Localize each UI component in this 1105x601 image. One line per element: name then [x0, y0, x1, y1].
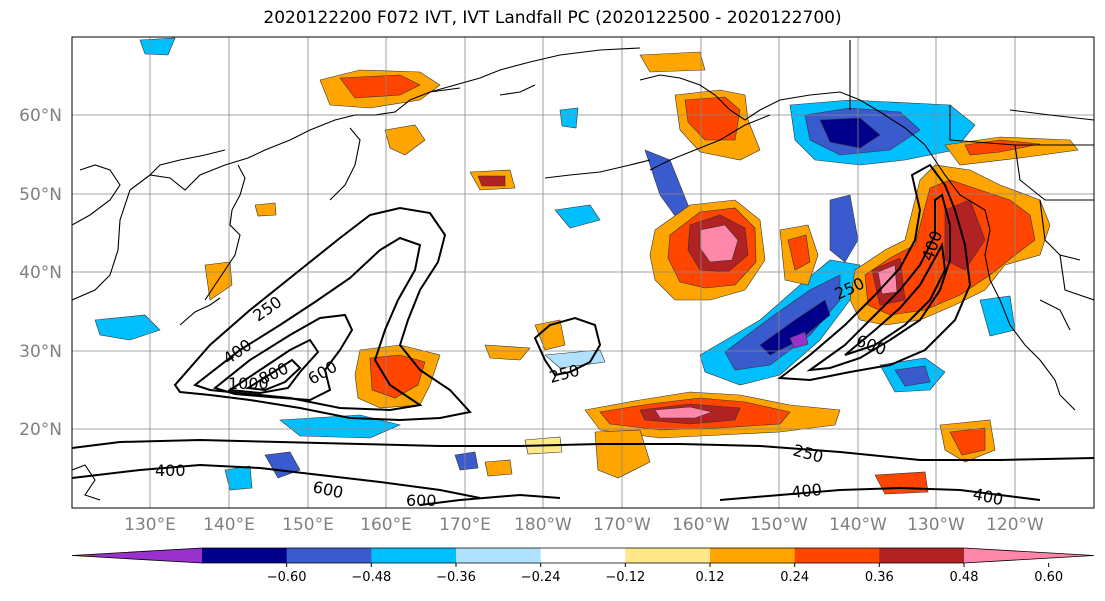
colorbar-tick-label: −0.48 [351, 570, 391, 585]
contour-label: 400 [155, 461, 186, 480]
lon-label: 150°W [750, 515, 808, 535]
lon-label: 140°E [203, 515, 255, 535]
lon-label: 130°E [124, 515, 176, 535]
lat-label: 30°N [19, 342, 62, 362]
map-title: 2020122200 F072 IVT, IVT Landfall PC (20… [263, 8, 842, 28]
lon-label: 140°W [829, 515, 887, 535]
colorbar-tick-label: −0.24 [521, 570, 561, 585]
ivt-contours [72, 163, 1094, 506]
colorbar-tick-label: −0.36 [436, 570, 476, 585]
colorbar: −0.60 −0.48 −0.36 −0.24 −0.12 0.12 0.24 0.36 0.4… [71, 547, 1095, 585]
contour-label: 600 [406, 491, 437, 510]
latitude-labels: 60°N 50°N 40°N 30°N 20°N [19, 106, 62, 440]
contour-labels: 250 400 1000 800 600 250 250 400 600 250… [155, 228, 1005, 510]
lon-label: 160°W [672, 515, 730, 535]
colorbar-tick-label: −0.12 [605, 570, 645, 585]
colorbar-tick-label: 0.48 [950, 570, 979, 585]
lon-label: 120°W [986, 515, 1044, 535]
colorbar-tick-label: 0.60 [1034, 570, 1063, 585]
colorbar-outline [71, 547, 1095, 564]
colorbar-segment [710, 548, 796, 563]
colorbar-segment [625, 548, 711, 563]
colorbar-extend-high [964, 548, 1094, 563]
lon-label: 160°E [360, 515, 412, 535]
lat-label: 50°N [19, 185, 62, 205]
colorbar-extend-low [72, 548, 202, 563]
lon-label: 180°W [514, 515, 572, 535]
map-frame [71, 36, 1095, 509]
colorbar-tick-label: −0.60 [267, 570, 307, 585]
lat-label: 20°N [19, 420, 62, 440]
longitude-labels: 130°E 140°E 150°E 160°E 170°E 180°W 170°… [124, 515, 1044, 535]
lon-label: 170°E [439, 515, 491, 535]
lon-label: 130°W [907, 515, 965, 535]
colorbar-segment [540, 548, 626, 563]
lon-label: 150°E [282, 515, 334, 535]
lat-label: 40°N [19, 263, 62, 283]
colorbar-segment [879, 548, 965, 563]
colorbar-segment [456, 548, 542, 563]
colorbar-segment [794, 548, 880, 563]
contour-label: 400 [790, 480, 822, 502]
coastlines [72, 40, 1094, 501]
colorbar-segment [371, 548, 457, 563]
colorbar-tick-label: 0.36 [865, 570, 894, 585]
colorbar-tick-label: 0.24 [780, 570, 809, 585]
contour-label: 400 [971, 484, 1005, 509]
gridlines [72, 37, 1094, 508]
colorbar-tick-label: 0.12 [696, 570, 725, 585]
colorbar-segment [202, 548, 288, 563]
lat-label: 60°N [19, 106, 62, 126]
colorbar-segment [286, 548, 372, 563]
contour-label: 1000 [228, 374, 269, 393]
lon-label: 170°W [593, 515, 651, 535]
